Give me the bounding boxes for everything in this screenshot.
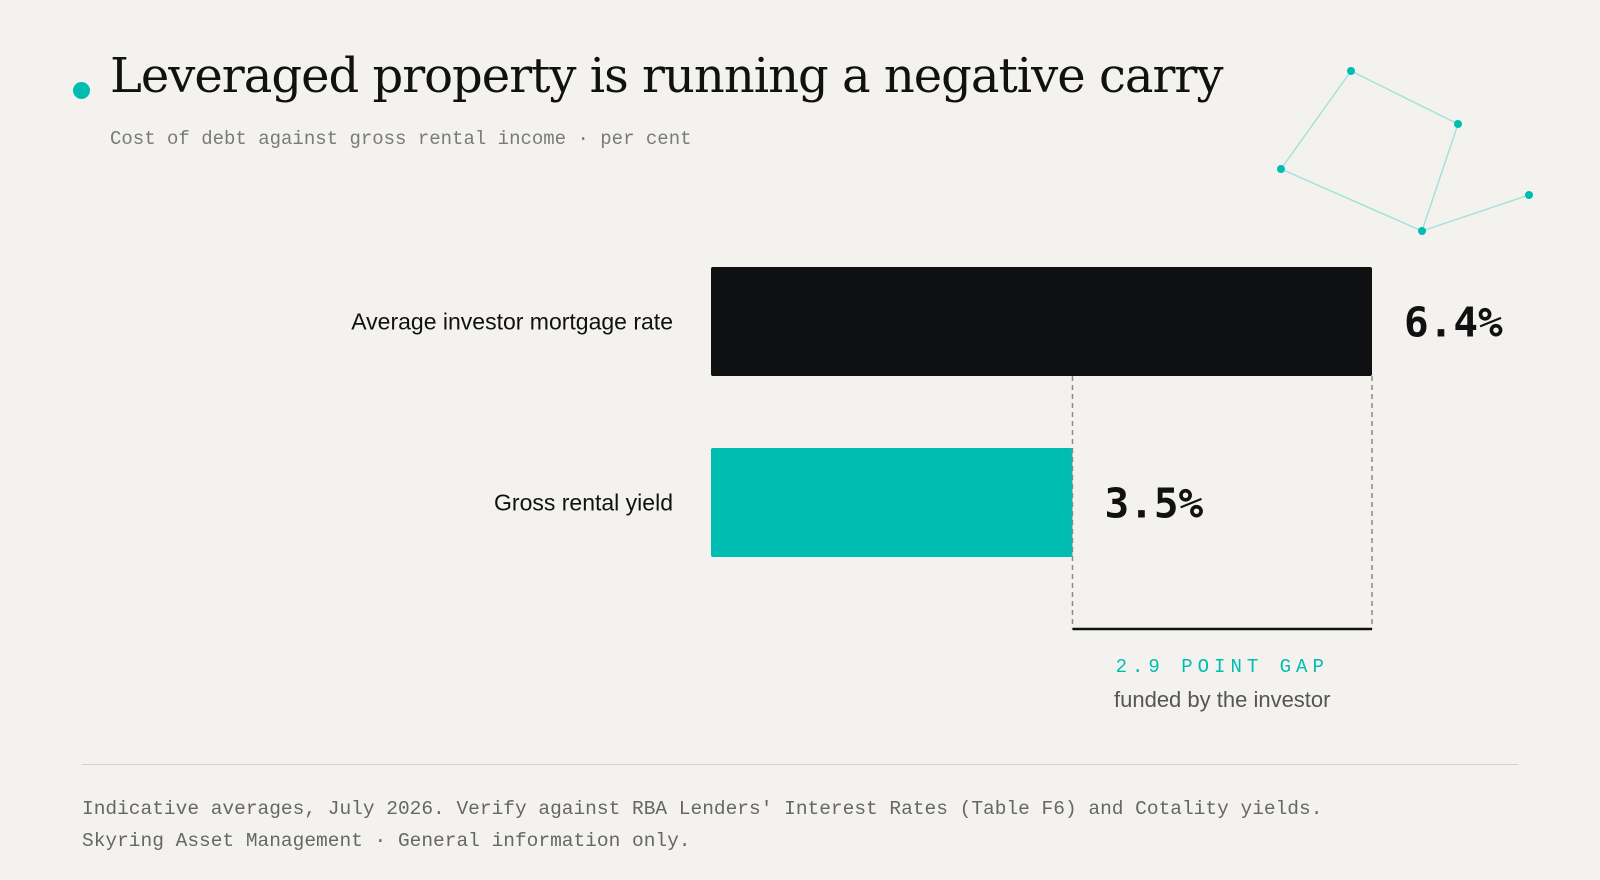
bar-chart: Average investor mortgage rate 6.4% Gross … [351, 267, 1503, 712]
category-label: Average investor mortgage rate [351, 309, 673, 335]
network-decoration [1277, 67, 1533, 235]
page-title: Leveraged property is running a negative… [110, 48, 1223, 104]
value-label: 6.4% [1404, 299, 1503, 347]
decoration-node [1418, 227, 1426, 235]
decoration-line [1421, 194, 1530, 232]
footnote-source: Indicative averages, July 2026. Verify a… [82, 798, 1323, 820]
gap-sublabel: funded by the investor [1114, 687, 1330, 712]
decoration-node [1525, 191, 1533, 199]
page-subtitle: Cost of debt against gross rental income… [110, 128, 692, 150]
decoration-line [1421, 123, 1459, 232]
title-bullet [73, 82, 90, 99]
category-label: Gross rental yield [494, 490, 673, 516]
footnote-credit: Skyring Asset Management · General infor… [82, 830, 691, 852]
decoration-line [1280, 168, 1423, 232]
bar-1 [711, 267, 1372, 376]
footer-divider [82, 764, 1518, 765]
gap-label: 2.9 POINT GAP [1116, 656, 1329, 678]
decoration-node [1454, 120, 1462, 128]
value-label: 3.5% [1104, 480, 1203, 528]
decoration-line [1280, 70, 1352, 170]
bar-2 [711, 448, 1073, 557]
decoration-line [1350, 70, 1459, 125]
decoration-node [1347, 67, 1355, 75]
footnote: Indicative averages, July 2026. Verify a… [82, 793, 1322, 857]
decoration-node [1277, 165, 1285, 173]
